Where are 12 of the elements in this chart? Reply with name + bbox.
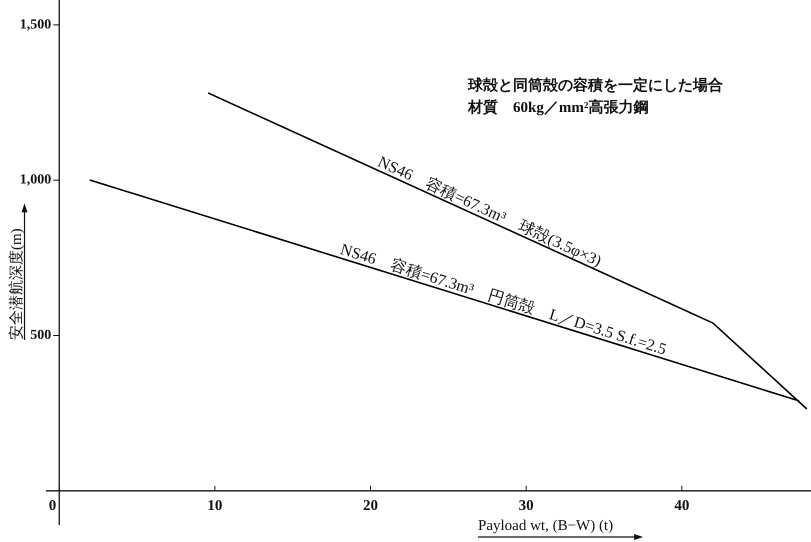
annotation: 球殻と同筒殻の容積を一定にした場合 bbox=[467, 76, 723, 94]
x-tick-label: 40 bbox=[674, 498, 690, 514]
x-axis-title: Payload wt, (B−W) (t) bbox=[478, 518, 614, 534]
y-tick-label: 500 bbox=[30, 328, 52, 344]
x-tick-label: 20 bbox=[363, 498, 378, 514]
y-tick-label: 1,500 bbox=[20, 17, 52, 32]
y-axis-title: 安全潜航深度(m) bbox=[8, 228, 25, 340]
x-tick-label: 0 bbox=[48, 498, 56, 514]
y-tick-label: 1,000 bbox=[20, 172, 52, 188]
annotation: 材質 60kg／mm²高張力鋼 bbox=[467, 98, 648, 116]
x-tick-label: 30 bbox=[518, 498, 534, 514]
x-tick-label: 10 bbox=[207, 498, 222, 514]
